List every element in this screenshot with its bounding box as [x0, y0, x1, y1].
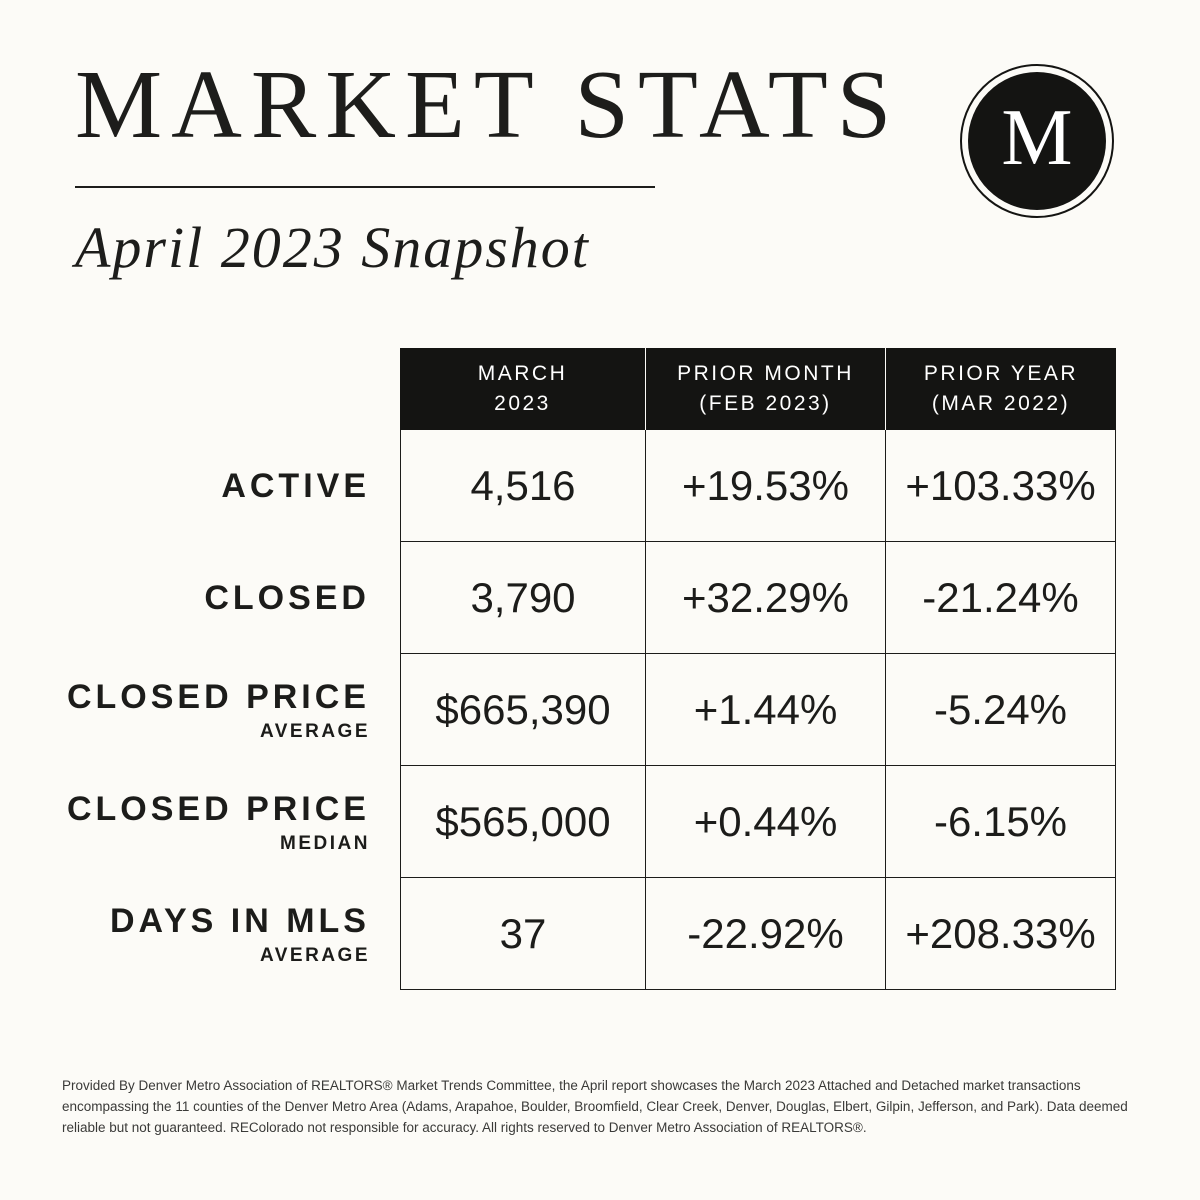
- cell-closed-price-median-prior-year: -6.15%: [885, 766, 1116, 878]
- column-header-line: (FEB 2023): [699, 392, 832, 415]
- cell-closed-price-median-prior-month: +0.44%: [645, 766, 885, 878]
- header: MARKET STATS April 2023 Snapshot: [75, 51, 901, 281]
- brand-logo-letter: M: [1001, 94, 1073, 182]
- cell-days-in-mls-march: 37: [400, 878, 645, 990]
- brand-logo: M: [960, 64, 1114, 218]
- row-sublabel-text: MEDIAN: [280, 832, 370, 854]
- cell-closed-price-average-prior-month: +1.44%: [645, 654, 885, 766]
- cell-active-prior-year: +103.33%: [885, 430, 1116, 542]
- disclaimer-text: Provided By Denver Metro Association of …: [62, 1078, 1128, 1135]
- row-sublabel-text: AVERAGE: [259, 944, 370, 966]
- page-subtitle: April 2023 Snapshot: [75, 214, 590, 280]
- cell-closed-price-median-march: $565,000: [400, 766, 645, 878]
- cell-closed-price-average-march: $665,390: [400, 654, 645, 766]
- column-header-line: 2023: [494, 392, 551, 415]
- row-sublabel-text: AVERAGE: [259, 720, 370, 742]
- cell-days-in-mls-prior-year: +208.33%: [885, 878, 1116, 990]
- cell-active-march: 4,516: [400, 430, 645, 542]
- column-header-prior-year: PRIOR YEAR (MAR 2022): [885, 348, 1116, 430]
- row-label-closed: CLOSED: [70, 542, 400, 654]
- row-label-text: CLOSED PRICE: [66, 677, 370, 716]
- page-title: MARKET STATS: [75, 51, 901, 159]
- row-label-text: CLOSED PRICE: [66, 789, 370, 828]
- column-header-line: (MAR 2022): [931, 392, 1071, 415]
- row-label-active: ACTIVE: [70, 430, 400, 542]
- cell-closed-prior-month: +32.29%: [645, 542, 885, 654]
- stats-table: MARCH 2023 PRIOR MONTH (FEB 2023) PRIOR …: [66, 348, 1116, 990]
- column-header-prior-month: PRIOR MONTH (FEB 2023): [645, 348, 885, 430]
- column-header-line: MARCH: [477, 361, 568, 385]
- row-label-days-in-mls: DAYS IN MLS AVERAGE: [70, 878, 400, 990]
- cell-closed-march: 3,790: [400, 542, 645, 654]
- cell-closed-price-average-prior-year: -5.24%: [885, 654, 1116, 766]
- title-divider: [75, 185, 655, 188]
- row-label-closed-price-median: CLOSED PRICE MEDIAN: [66, 766, 400, 878]
- row-label-text: DAYS IN MLS: [109, 901, 370, 940]
- table-corner-spacer: [70, 348, 400, 430]
- cell-active-prior-month: +19.53%: [645, 430, 885, 542]
- row-label-text: CLOSED: [204, 578, 370, 617]
- column-header-line: PRIOR YEAR: [923, 361, 1079, 385]
- column-header-march-2023: MARCH 2023: [400, 348, 645, 430]
- column-header-line: PRIOR MONTH: [677, 361, 854, 385]
- cell-closed-prior-year: -21.24%: [885, 542, 1116, 654]
- cell-days-in-mls-prior-month: -22.92%: [645, 878, 885, 990]
- row-label-text: ACTIVE: [221, 466, 370, 505]
- brand-logo-disc: M: [968, 72, 1106, 210]
- row-label-closed-price-average: CLOSED PRICE AVERAGE: [66, 654, 400, 766]
